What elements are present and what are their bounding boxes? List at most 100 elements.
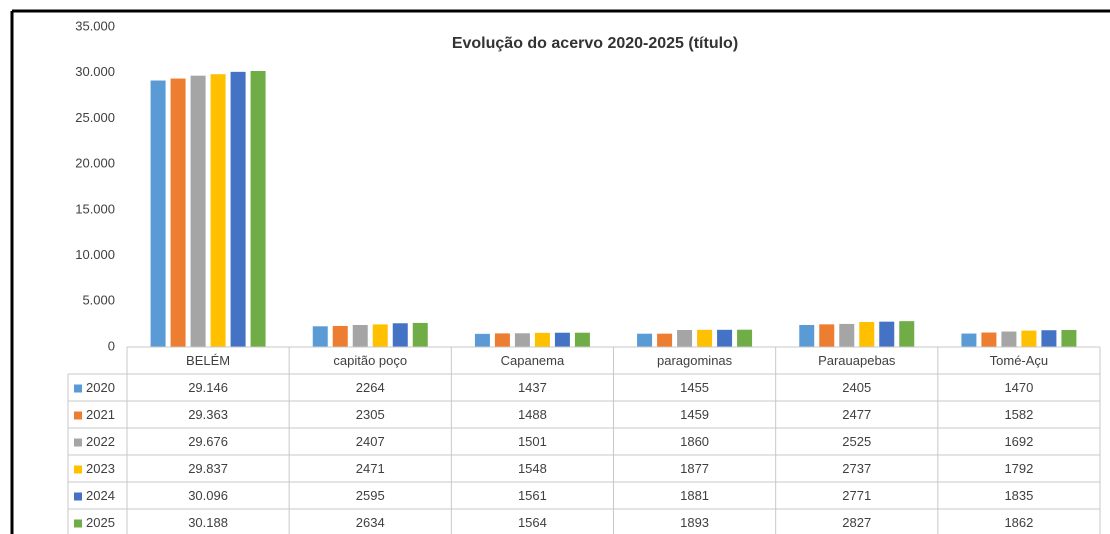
legend-label: 2023 — [86, 461, 115, 476]
bar — [1041, 330, 1057, 347]
table-value: 29.146 — [188, 380, 228, 395]
table-value: 1835 — [1004, 488, 1033, 503]
y-tick-label: 15.000 — [75, 201, 115, 216]
table-value: 1692 — [1004, 434, 1033, 449]
legend-label: 2022 — [86, 434, 115, 449]
table-value: 2405 — [842, 380, 871, 395]
bar — [737, 329, 753, 347]
chart-title: Evolução do acervo 2020-2025 (título) — [452, 35, 738, 52]
legend-key — [74, 519, 82, 528]
table-value: 1893 — [680, 515, 709, 530]
bar — [352, 324, 368, 347]
x-tick-label: capitão poço — [333, 353, 407, 368]
legend-label: 2020 — [86, 380, 115, 395]
table-value: 1459 — [680, 407, 709, 422]
table-value: 2771 — [842, 488, 871, 503]
bar — [1001, 331, 1017, 347]
x-tick-label: BELÉM — [186, 353, 230, 368]
y-tick-label: 20.000 — [75, 156, 115, 171]
bar — [332, 325, 348, 347]
table-value: 1862 — [1004, 515, 1033, 530]
table-value: 1501 — [518, 434, 547, 449]
bar — [210, 74, 226, 347]
x-tick-label: Parauapebas — [818, 353, 896, 368]
table-value: 2827 — [842, 515, 871, 530]
table-value: 1877 — [680, 461, 709, 476]
bar — [170, 78, 186, 348]
bar — [534, 332, 550, 347]
x-tick-label: paragominas — [657, 353, 733, 368]
table-value: 1488 — [518, 407, 547, 422]
bar — [494, 333, 510, 347]
table-value: 2477 — [842, 407, 871, 422]
table-value: 2471 — [356, 461, 385, 476]
legend-key — [74, 411, 82, 420]
bar — [657, 333, 673, 347]
table-value: 1792 — [1004, 461, 1033, 476]
bar — [230, 71, 246, 347]
table-value: 2634 — [356, 515, 385, 530]
x-tick-label: Tomé-Açu — [990, 353, 1049, 368]
bar — [1021, 330, 1037, 347]
table-value: 2525 — [842, 434, 871, 449]
legend-key — [74, 438, 82, 447]
table-value: 2305 — [356, 407, 385, 422]
table-value: 1470 — [1004, 380, 1033, 395]
y-tick-label: 10.000 — [75, 247, 115, 262]
bar — [859, 321, 875, 347]
legend-label: 2025 — [86, 515, 115, 530]
bar — [514, 333, 530, 347]
bar — [819, 324, 835, 347]
bar — [150, 80, 166, 348]
table-value: 1561 — [518, 488, 547, 503]
bar — [312, 326, 328, 347]
table-value: 1437 — [518, 380, 547, 395]
table-value: 2407 — [356, 434, 385, 449]
bar — [961, 333, 977, 347]
bar — [697, 329, 713, 347]
bar — [899, 321, 915, 347]
y-tick-label: 5.000 — [82, 293, 115, 308]
bar — [574, 332, 590, 347]
y-tick-label: 30.000 — [75, 64, 115, 79]
bar — [554, 332, 570, 347]
bar — [839, 323, 855, 347]
bar — [392, 323, 408, 347]
table-value: 1860 — [680, 434, 709, 449]
y-tick-label: 35.000 — [75, 18, 115, 33]
bar — [190, 75, 206, 347]
y-tick-label: 0 — [108, 338, 115, 353]
legend-key — [74, 465, 82, 474]
table-value: 1548 — [518, 461, 547, 476]
bar — [879, 321, 895, 347]
table-value: 1582 — [1004, 407, 1033, 422]
bar — [474, 333, 490, 347]
table-value: 2737 — [842, 461, 871, 476]
table-value: 29.363 — [188, 407, 228, 422]
table-value: 1881 — [680, 488, 709, 503]
bar — [981, 332, 997, 347]
bar — [372, 324, 388, 347]
table-value: 30.188 — [188, 515, 228, 530]
y-tick-label: 25.000 — [75, 110, 115, 125]
legend-key — [74, 384, 82, 393]
table-value: 2264 — [356, 380, 385, 395]
table-value: 30.096 — [188, 488, 228, 503]
legend-label: 2024 — [86, 488, 115, 503]
bar — [799, 325, 815, 347]
legend-key — [74, 492, 82, 501]
table-value: 29.837 — [188, 461, 228, 476]
table-value: 1455 — [680, 380, 709, 395]
bar — [717, 329, 733, 347]
bar — [677, 329, 693, 347]
table-value: 2595 — [356, 488, 385, 503]
bar — [637, 333, 653, 347]
x-tick-label: Capanema — [501, 353, 565, 368]
table-value: 29.676 — [188, 434, 228, 449]
table-value: 1564 — [518, 515, 547, 530]
bar — [1061, 329, 1077, 347]
legend-label: 2021 — [86, 407, 115, 422]
bar — [412, 322, 428, 347]
